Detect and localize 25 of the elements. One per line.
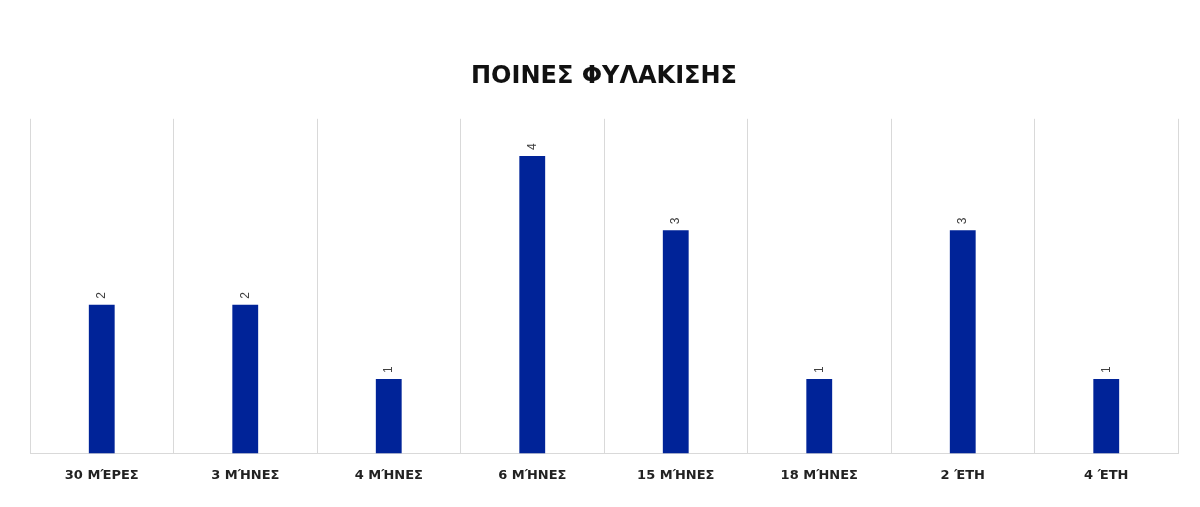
bar bbox=[949, 230, 976, 454]
data-label: 2 bbox=[94, 291, 109, 299]
x-tick-label: 18 ΜΉΝΕΣ bbox=[780, 466, 858, 482]
data-label: 3 bbox=[955, 217, 970, 225]
x-tick-label: 15 ΜΉΝΕΣ bbox=[637, 466, 715, 482]
chart-title: ΠΟΙΝΕΣ ΦΥΛΑΚΙΣΗΣ bbox=[471, 60, 737, 89]
bar bbox=[519, 155, 546, 454]
x-tick-label: 30 ΜΈΡΕΣ bbox=[64, 466, 139, 482]
bar bbox=[662, 230, 689, 454]
x-tick-label: 2 ΈΤΗ bbox=[940, 466, 985, 482]
bar bbox=[806, 379, 833, 454]
bar bbox=[232, 304, 259, 454]
x-tick-label: 3 ΜΉΝΕΣ bbox=[211, 466, 280, 482]
bar bbox=[375, 379, 402, 454]
data-label: 4 bbox=[524, 142, 539, 150]
x-tick-label: 6 ΜΉΝΕΣ bbox=[498, 466, 567, 482]
bar bbox=[88, 304, 115, 454]
x-tick-label: 4 ΜΉΝΕΣ bbox=[354, 466, 423, 482]
data-label: 1 bbox=[811, 366, 826, 374]
data-label: 3 bbox=[668, 217, 683, 225]
x-tick-label: 4 ΈΤΗ bbox=[1084, 466, 1129, 482]
data-label: 2 bbox=[237, 291, 252, 299]
data-label: 1 bbox=[381, 366, 396, 374]
bar bbox=[1093, 379, 1120, 454]
data-label: 1 bbox=[1098, 366, 1113, 374]
